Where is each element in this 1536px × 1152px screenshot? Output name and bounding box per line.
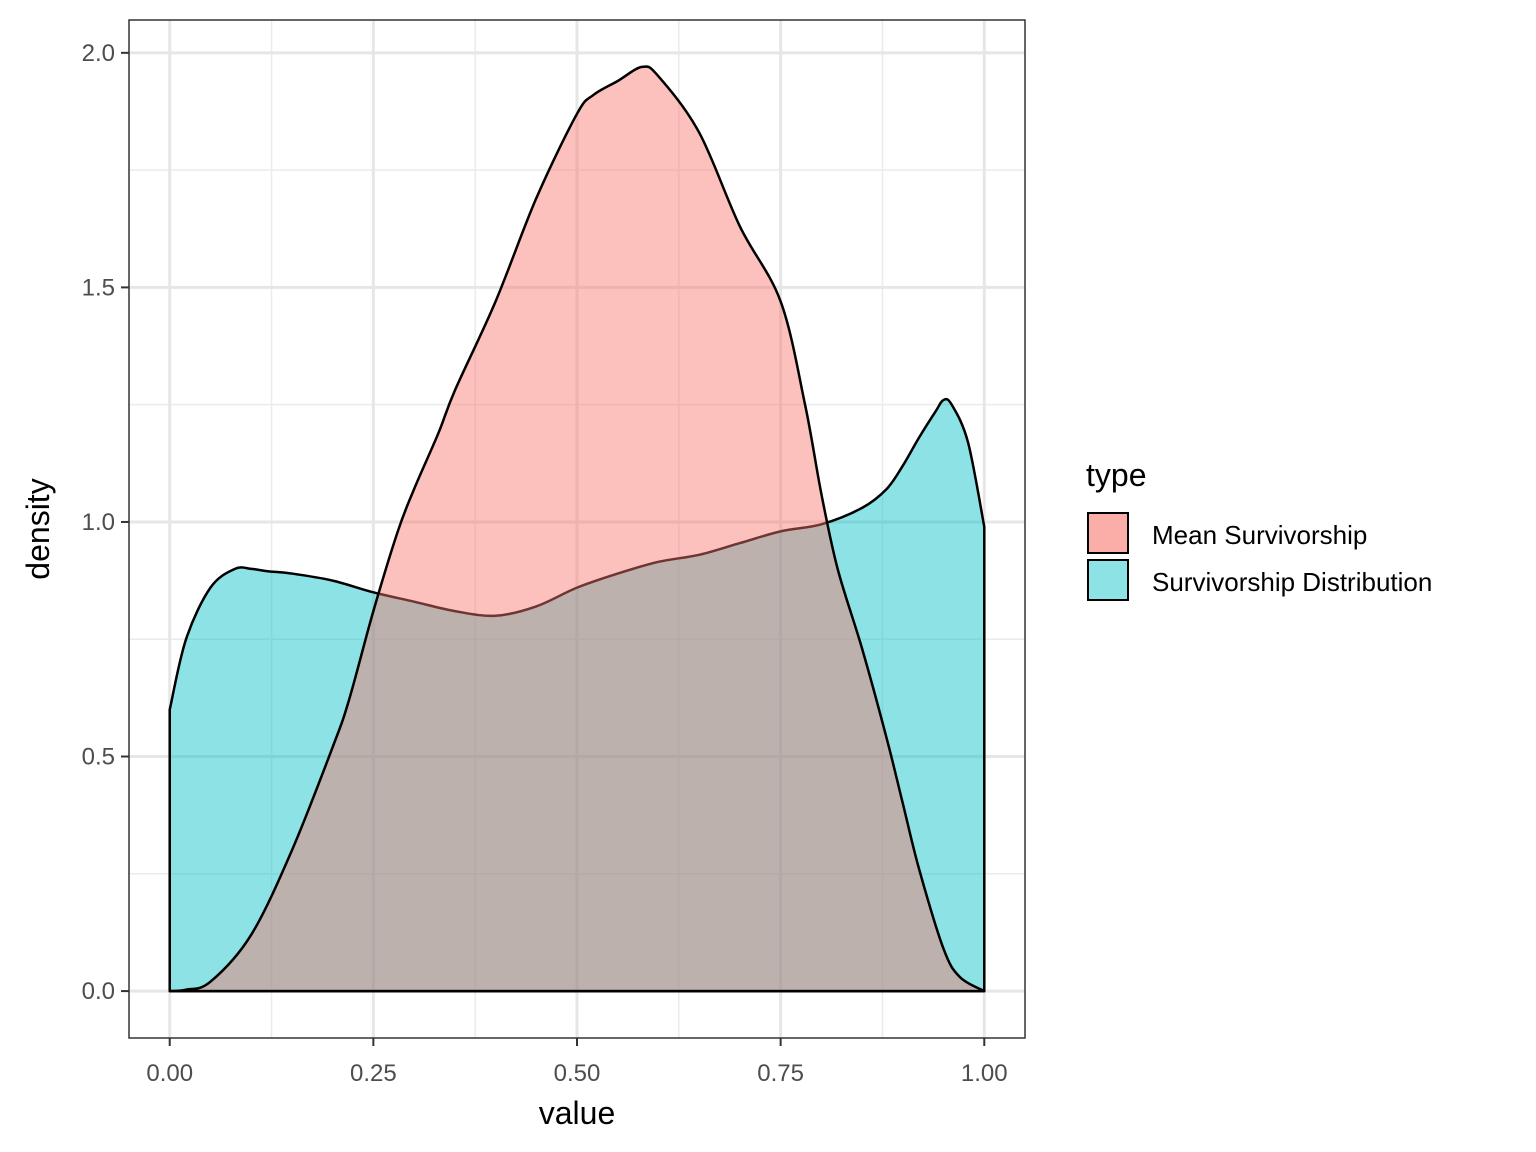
x-tick-label: 0.50 — [554, 1060, 601, 1087]
x-tick-label: 1.00 — [961, 1060, 1008, 1087]
density-area-survivorship-distribution — [168, 397, 986, 993]
x-tick-labels: 0.00 0.25 0.50 0.75 1.00 — [146, 1060, 1007, 1087]
x-tick-label: 0.00 — [146, 1060, 193, 1087]
y-tick-label: 1.5 — [82, 274, 115, 301]
x-tick-label: 0.75 — [757, 1060, 804, 1087]
legend: type Mean Survivorship Survivorship Dist… — [1086, 457, 1432, 601]
legend-key-mean-survivorship — [1087, 512, 1129, 554]
y-tick-labels: 0.0 0.5 1.0 1.5 2.0 — [82, 40, 115, 1005]
density-areas — [168, 65, 986, 993]
y-tick-label: 1.0 — [82, 509, 115, 536]
y-tick-label: 0.0 — [82, 978, 115, 1005]
legend-label-survivorship-distribution: Survivorship Distribution — [1152, 567, 1432, 597]
legend-key-survivorship-distribution — [1087, 559, 1129, 601]
axis-ticks — [121, 51, 986, 1046]
legend-title: type — [1086, 457, 1146, 493]
x-axis-title: value — [539, 1095, 616, 1131]
y-axis-title: density — [20, 478, 56, 579]
legend-label-mean-survivorship: Mean Survivorship — [1152, 520, 1367, 550]
density-area-mean-survivorship — [168, 65, 986, 993]
x-tick-label: 0.25 — [350, 1060, 397, 1087]
y-tick-label: 2.0 — [82, 40, 115, 67]
y-tick-label: 0.5 — [82, 744, 115, 771]
